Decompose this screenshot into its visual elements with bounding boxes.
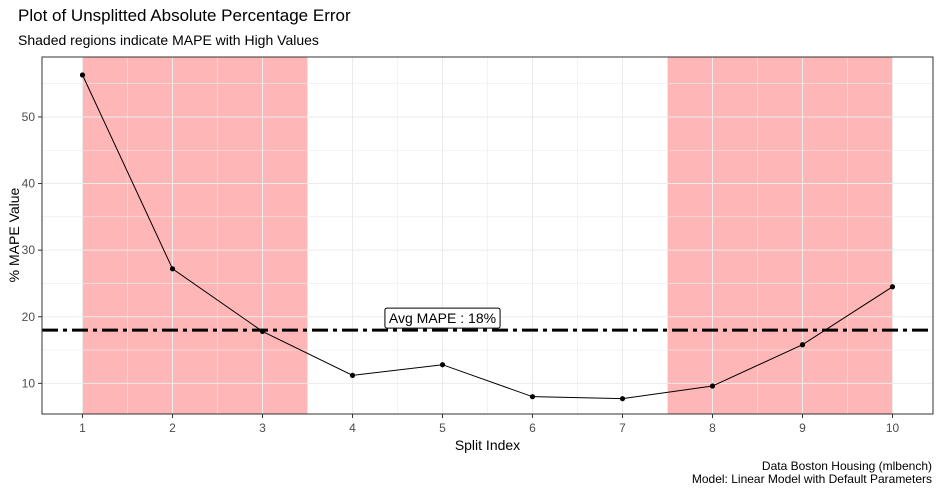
x-tick-label-6: 6: [529, 421, 536, 435]
x-tick-label-9: 9: [799, 421, 806, 435]
avg-mape-label-box: [384, 307, 501, 329]
data-point-4: [349, 372, 356, 378]
data-point-8: [709, 383, 716, 389]
y-tick-label-50: 50: [22, 110, 36, 124]
data-point-3: [259, 328, 266, 335]
data-point-2: [169, 266, 176, 272]
x-tick-label-8: 8: [709, 421, 716, 435]
data-point-5: [439, 362, 446, 368]
chart-title: Plot of Unsplitted Absolute Percentage E…: [18, 6, 351, 25]
data-point-9: [799, 342, 806, 348]
data-point-7: [619, 396, 626, 402]
y-tick-label-10: 10: [22, 376, 36, 390]
x-tick-label-5: 5: [439, 421, 446, 435]
y-tick-label-20: 20: [22, 310, 36, 324]
x-tick-label-3: 3: [259, 421, 266, 435]
shaded-region-2: [667, 57, 893, 414]
y-tick-label-40: 40: [22, 177, 36, 191]
plot-panel-border: [41, 56, 934, 415]
data-point-6: [529, 394, 536, 400]
data-point-1: [79, 72, 86, 78]
x-axis-title: Split Index: [455, 437, 520, 453]
x-tick-label-7: 7: [619, 421, 626, 435]
x-tick-label-10: 10: [886, 421, 900, 435]
x-tick-label-2: 2: [169, 421, 176, 435]
y-tick-label-30: 30: [22, 243, 36, 257]
caption-data-source: Data Boston Housing (mlbench): [761, 459, 932, 473]
y-axis-title: % MAPE Value: [6, 187, 22, 282]
chart-subtitle: Shaded regions indicate MAPE with High V…: [18, 32, 319, 48]
shaded-region-1: [82, 57, 308, 414]
avg-mape-label: Avg MAPE : 18%: [389, 310, 496, 326]
data-point-10: [889, 284, 896, 290]
x-tick-label-1: 1: [79, 421, 86, 435]
x-tick-label-4: 4: [349, 421, 356, 435]
mape-series-line: [82, 74, 893, 400]
caption-model: Model: Linear Model with Default Paramet…: [691, 472, 932, 486]
